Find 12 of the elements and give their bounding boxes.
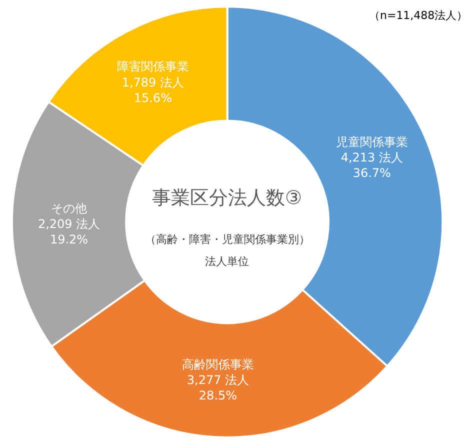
data-label: 3,277 法人 28.5%: [186, 373, 250, 403]
text: （高齢・障害・児童関係事業別）: [145, 233, 310, 246]
data-label: 1,789 法人 15.6%: [122, 75, 184, 105]
slice-label: その他: [51, 201, 88, 216]
text: 法人単位: [205, 255, 249, 268]
data-label: 2,209 法人 19.2%: [38, 216, 100, 246]
slice-label: 高齢関係事業: [182, 357, 254, 372]
slice-label: 児童関係事業: [336, 135, 408, 150]
text: （n=11,488法人）: [369, 9, 468, 22]
data-label: 4,213 法人 36.7%: [340, 150, 403, 180]
text: 事業区分法人数③: [152, 187, 302, 209]
slice-label: 障害関係事業: [116, 60, 189, 74]
